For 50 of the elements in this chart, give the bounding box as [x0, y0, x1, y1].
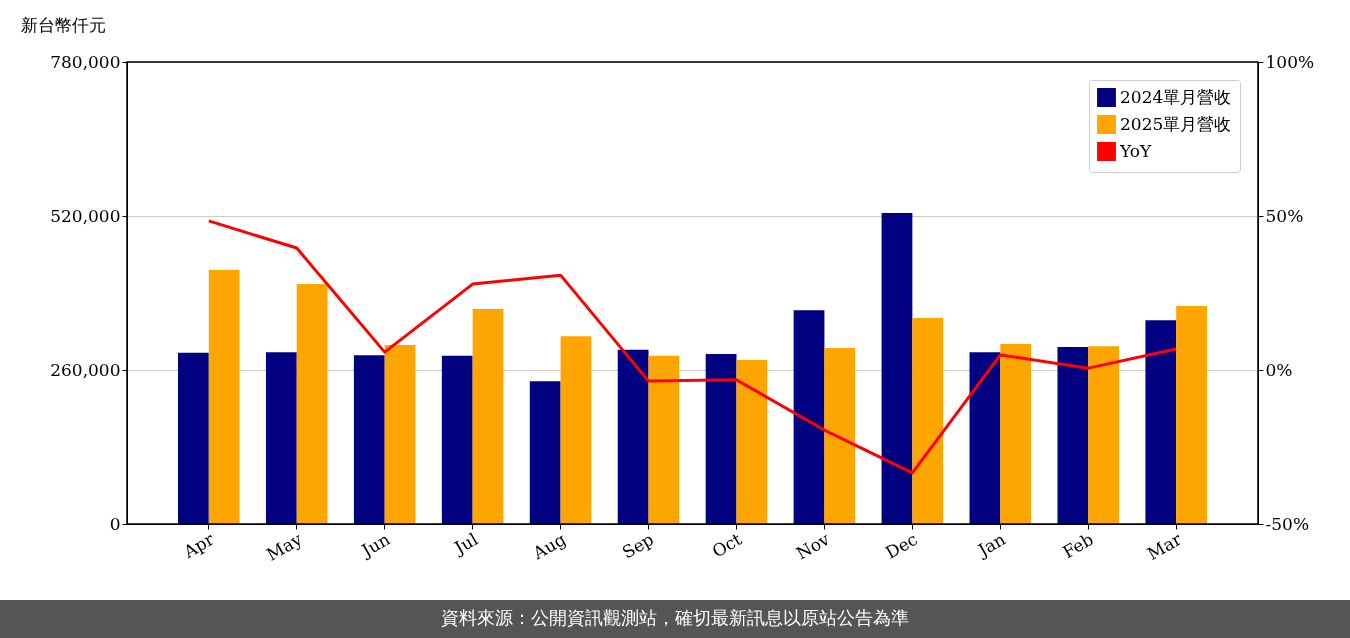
- y-tick-label: 0: [109, 513, 121, 534]
- line-series: [207, 219, 1178, 475]
- bar: [178, 352, 209, 524]
- bar: [353, 355, 385, 524]
- source-note: 資料來源：公開資訊觀測站，確切最新訊息以原站公告為準: [441, 607, 909, 628]
- bar: [529, 381, 561, 524]
- x-tick-label: May: [263, 528, 306, 565]
- legend-label: YoY: [1119, 140, 1152, 161]
- legend-label: 2025單月營收: [1120, 113, 1232, 134]
- y2-tick-label: 0%: [1265, 359, 1293, 380]
- bar: [1057, 346, 1089, 524]
- x-tick-label: Jan: [972, 528, 1009, 562]
- bar: [265, 352, 297, 524]
- y-tick-label: 520,000: [50, 205, 121, 226]
- bar: [881, 213, 913, 524]
- bar: [1145, 320, 1177, 524]
- bar: [912, 317, 944, 524]
- x-tick-label: Jul: [449, 528, 482, 559]
- x-tick-label: Jun: [356, 528, 394, 562]
- y-tick-label: 260,000: [50, 359, 121, 380]
- bar: [969, 352, 1001, 524]
- bar: [296, 284, 328, 524]
- bar: [736, 359, 768, 524]
- bar: [1088, 346, 1120, 524]
- x-tick-label: Apr: [179, 528, 219, 563]
- x-tick-label: Oct: [708, 528, 746, 562]
- bar: [824, 348, 856, 524]
- bar: [1000, 343, 1032, 524]
- legend-label: 2024單月營收: [1120, 86, 1232, 107]
- bar: [560, 336, 592, 524]
- bar: [208, 269, 240, 524]
- bar: [648, 355, 680, 524]
- bar: [441, 355, 473, 524]
- x-tick-label: Aug: [528, 528, 570, 564]
- x-tick-label: Sep: [618, 528, 658, 563]
- y2-tick-label: 50%: [1265, 205, 1304, 226]
- bar: [705, 354, 737, 524]
- x-tick-label: Feb: [1059, 528, 1097, 563]
- bar: [472, 308, 504, 524]
- x-tick-label: Nov: [792, 528, 834, 564]
- y-axis-title: 新台幣仟元: [20, 14, 106, 35]
- bar: [617, 349, 649, 524]
- bar: [1176, 306, 1207, 524]
- bar: [793, 310, 825, 524]
- y2-tick-label: 100%: [1265, 51, 1315, 72]
- y2-tick-label: -50%: [1265, 513, 1310, 534]
- x-tick-label: Dec: [882, 528, 921, 563]
- y-tick-label: 780,000: [50, 51, 121, 72]
- x-tick-label: Mar: [1143, 528, 1186, 565]
- bar: [384, 345, 416, 524]
